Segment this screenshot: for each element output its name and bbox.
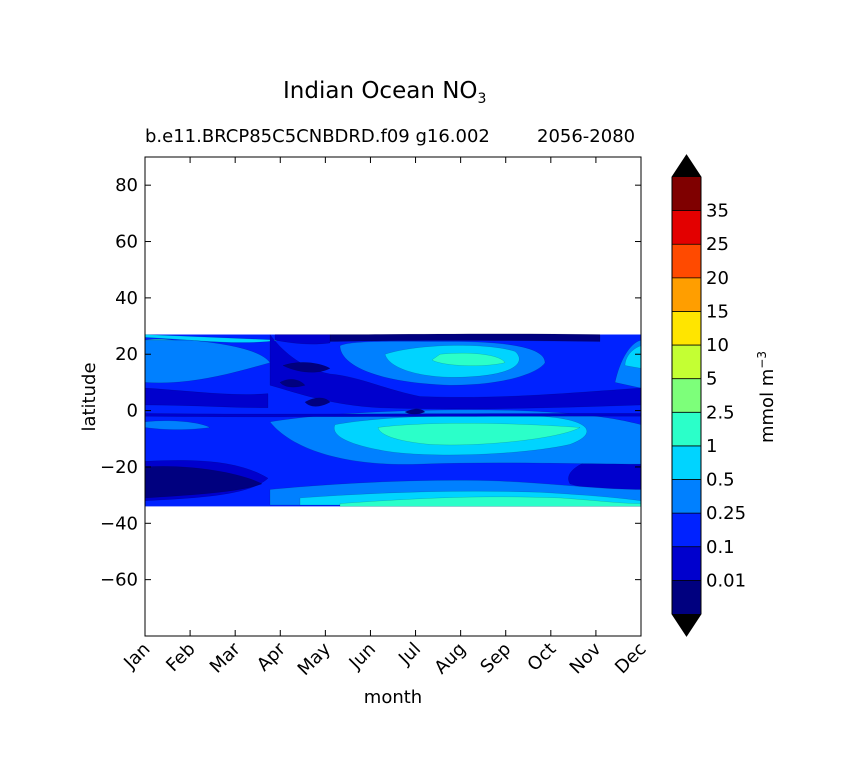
x-axis-label: month (364, 687, 422, 708)
colorbar-segment (672, 345, 701, 379)
contour-region (145, 387, 269, 408)
colorbar-tick-label: 0.25 (706, 503, 746, 524)
colorbar-segment (672, 277, 701, 312)
colorbar-segment (672, 244, 701, 278)
contour-region (304, 397, 331, 407)
y-tick-label: −20 (100, 457, 138, 478)
contour-region (431, 353, 506, 366)
colorbar-segment (672, 580, 701, 614)
colorbar-segment (672, 177, 701, 211)
colorbar-tick-label: 25 (706, 234, 729, 255)
y-axis: 80 60 40 20 0 −20 −40 −60 (100, 175, 641, 591)
contour-region (404, 408, 426, 415)
colorbar-tick-label: 5 (706, 369, 717, 390)
x-tick-label: Jun (345, 639, 380, 674)
colorbar-segment (672, 479, 701, 514)
contour-region (274, 334, 331, 345)
colorbar-segment (672, 378, 701, 413)
colorbar-segment (672, 311, 701, 346)
chart-subtitle-years: 2056-2080 (537, 126, 636, 147)
contour-region (624, 345, 641, 369)
x-tick-label: Sep (476, 639, 515, 678)
chart-subtitle-case: b.e11.BRCP85C5CNBDRD.f09 g16.002 (145, 126, 490, 147)
colorbar-tick-label: 1 (706, 436, 717, 457)
x-tick-label: May (294, 638, 335, 679)
y-tick-label: −60 (100, 570, 138, 591)
plot-frame (144, 156, 642, 637)
x-tick-label: Aug (430, 639, 470, 679)
colorbar-extend-top (672, 155, 701, 177)
chart-title: Indian Ocean NO3 (283, 78, 487, 107)
contour-region (145, 466, 263, 499)
y-tick-label: 40 (115, 288, 138, 309)
y-tick-label: −40 (100, 513, 138, 534)
colorbar-tick-label: 20 (706, 268, 729, 289)
y-tick-label: 0 (127, 401, 138, 422)
colorbar-extend-bottom (672, 614, 701, 636)
colorbar-label: mmol m−3 (755, 351, 778, 443)
contour-region (145, 420, 211, 430)
title-subscript: 3 (477, 91, 487, 107)
x-tick-label: Oct (523, 639, 560, 676)
colorbar-tick-label: 35 (706, 201, 729, 222)
colorbar-segment (672, 210, 701, 245)
colorbar-outline (671, 154, 702, 637)
x-tick-label: Feb (162, 639, 199, 676)
colorbar: 0.01 0.1 0.25 0.5 1 2.5 5 10 15 20 25 35 (671, 154, 746, 637)
y-tick-label: 60 (115, 232, 138, 253)
x-tick-label: Jan (119, 639, 154, 674)
contour-region (377, 423, 581, 446)
contour-region (279, 379, 306, 388)
contour-field (145, 333, 641, 507)
x-tick-label: Apr (253, 638, 290, 675)
x-tick-label: Dec (611, 639, 650, 678)
colorbar-tick-label: 10 (706, 335, 729, 356)
colorbar-tick-label: 15 (706, 301, 729, 322)
x-tick-label: Mar (206, 638, 245, 677)
colorbar-tick-label: 0.01 (706, 570, 746, 591)
y-tick-label: 20 (115, 344, 138, 365)
x-tick-label: Jul (394, 639, 425, 670)
y-tick-label: 80 (115, 175, 138, 196)
colorbar-segment (672, 412, 701, 446)
colorbar-tick-label: 0.5 (706, 470, 735, 491)
colorbar-segment (672, 513, 701, 547)
contour-region (269, 334, 641, 410)
colorbar-tick-label: 0.1 (706, 537, 735, 558)
colorbar-segment (672, 445, 701, 480)
y-axis-label: latitude (79, 362, 100, 431)
contour-region (339, 496, 641, 507)
x-tick-label: Nov (566, 638, 606, 678)
contour-region (329, 333, 601, 342)
contour-region (282, 362, 331, 373)
colorbar-segment (672, 546, 701, 581)
colorbar-tick-label: 2.5 (706, 402, 735, 423)
